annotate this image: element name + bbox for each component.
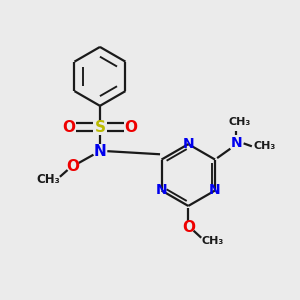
Text: CH₃: CH₃ xyxy=(254,141,276,151)
Text: CH₃: CH₃ xyxy=(36,173,60,186)
Text: methyl: methyl xyxy=(0,299,1,300)
Text: N: N xyxy=(209,184,221,197)
Text: N: N xyxy=(156,184,167,197)
Text: O: O xyxy=(66,159,80,174)
Text: CH₃: CH₃ xyxy=(202,236,224,246)
Text: N: N xyxy=(94,144,106,159)
Text: O: O xyxy=(124,119,137,134)
Text: CH₃: CH₃ xyxy=(229,117,251,127)
Text: N: N xyxy=(182,137,194,151)
Text: O: O xyxy=(182,220,195,235)
Text: O: O xyxy=(62,119,76,134)
Text: S: S xyxy=(94,119,105,134)
Text: N: N xyxy=(230,136,242,150)
